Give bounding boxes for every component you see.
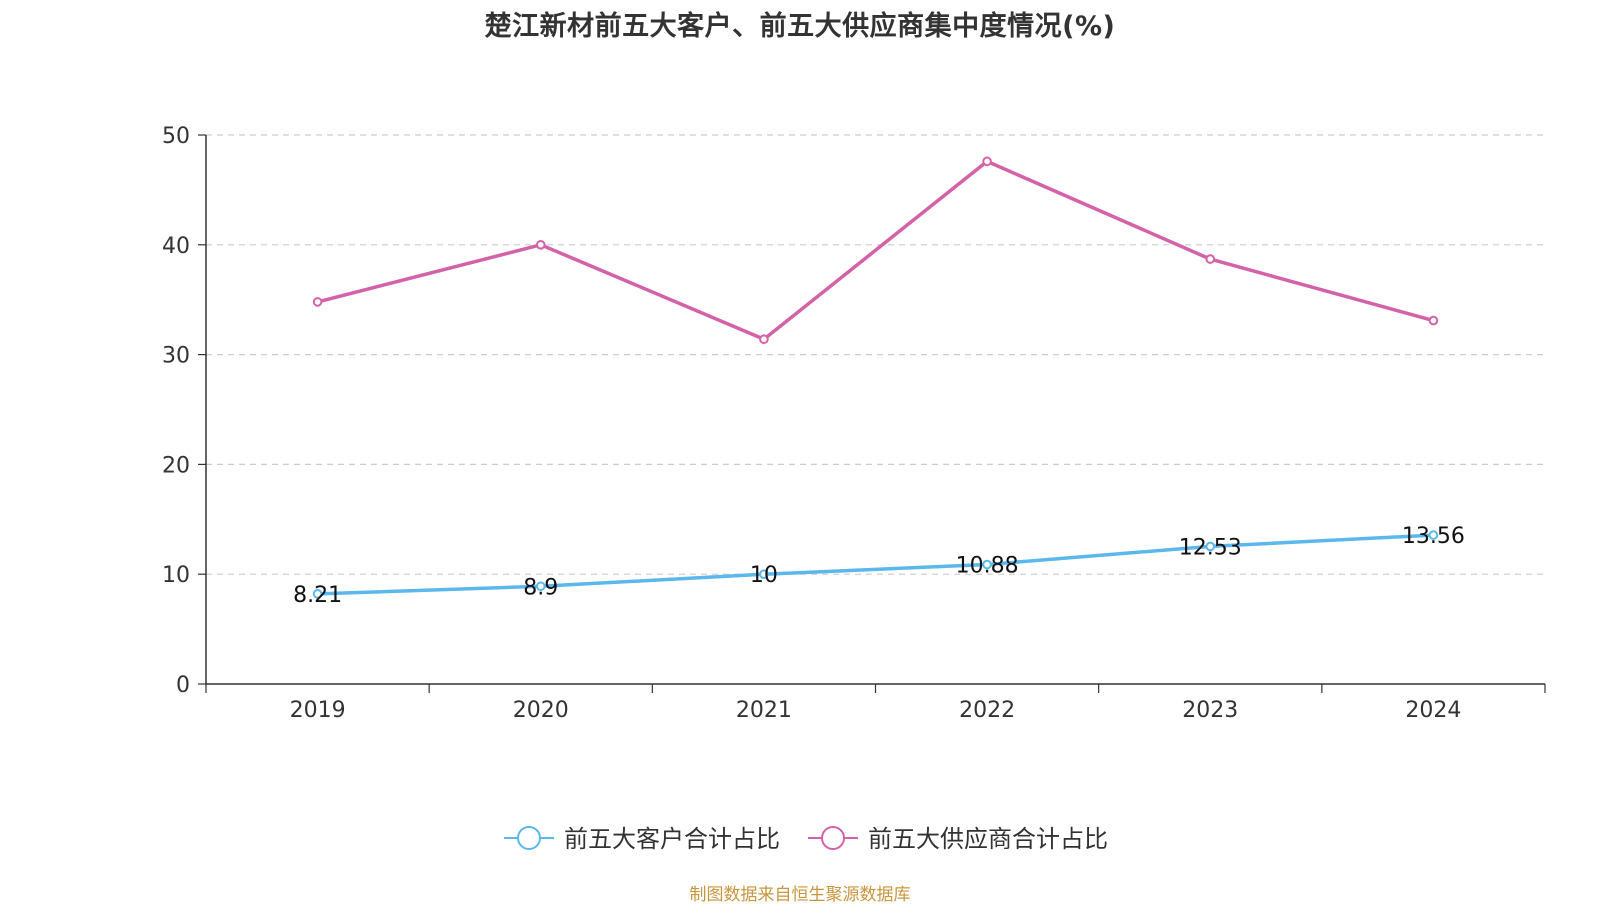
data-point[interactable] xyxy=(1205,254,1216,264)
data-label: 10.88 xyxy=(956,554,1019,579)
data-label: 12.53 xyxy=(1179,535,1242,560)
x-tick-label: 2022 xyxy=(959,698,1015,723)
y-tick-label: 40 xyxy=(162,234,190,259)
data-point[interactable] xyxy=(982,559,992,570)
data-point[interactable] xyxy=(535,581,546,592)
x-tick-label: 2024 xyxy=(1405,698,1461,723)
data-point[interactable] xyxy=(1205,541,1216,552)
source-note: 制图数据来自恒生聚源数据库 xyxy=(689,885,911,905)
data-label: 13.56 xyxy=(1402,524,1465,549)
y-tick-label: 10 xyxy=(162,563,190,588)
series-line-2 xyxy=(317,159,1434,341)
data-point[interactable] xyxy=(982,156,992,167)
series-line-1 xyxy=(317,533,1434,596)
y-tick-label: 30 xyxy=(162,344,190,369)
data-point[interactable] xyxy=(312,589,323,599)
label-layer: 8.21 8.9 10 10.88 12.53 13.56 xyxy=(293,524,1465,608)
data-point[interactable] xyxy=(535,240,546,250)
data-point[interactable] xyxy=(759,569,769,580)
x-tick-label: 2020 xyxy=(513,698,569,723)
grid-layer xyxy=(206,134,1545,575)
axis-layer: 0 10 20 30 40 50 2019 2020 2021 2022 2023 2024 xyxy=(162,124,1546,723)
data-point[interactable] xyxy=(1428,315,1439,326)
data-point[interactable] xyxy=(759,334,769,345)
data-label: 8.9 xyxy=(523,575,558,600)
x-tick-label: 2019 xyxy=(290,698,346,723)
x-tick-label: 2023 xyxy=(1182,698,1238,723)
y-tick-label: 50 xyxy=(162,124,190,149)
y-tick-label: 20 xyxy=(162,453,190,478)
x-tick-label: 2021 xyxy=(736,698,792,723)
y-tick-label: 0 xyxy=(176,673,190,698)
series-layer xyxy=(312,156,1439,599)
data-label: 10 xyxy=(750,563,778,588)
data-label: 8.21 xyxy=(293,583,342,608)
chart-title: 楚江新材前五大客户、前五大供应商集中度情况(%) xyxy=(484,11,1116,42)
legend-label-1[interactable]: 前五大客户合计占比 xyxy=(564,825,780,853)
data-point[interactable] xyxy=(312,297,323,307)
legend-label-2[interactable]: 前五大供应商合计占比 xyxy=(868,825,1108,853)
legend[interactable]: 前五大客户合计占比 前五大供应商合计占比 xyxy=(504,825,1108,853)
legend-marker-2[interactable] xyxy=(821,826,845,850)
data-point[interactable] xyxy=(1428,530,1439,540)
legend-marker-1[interactable] xyxy=(517,826,541,850)
